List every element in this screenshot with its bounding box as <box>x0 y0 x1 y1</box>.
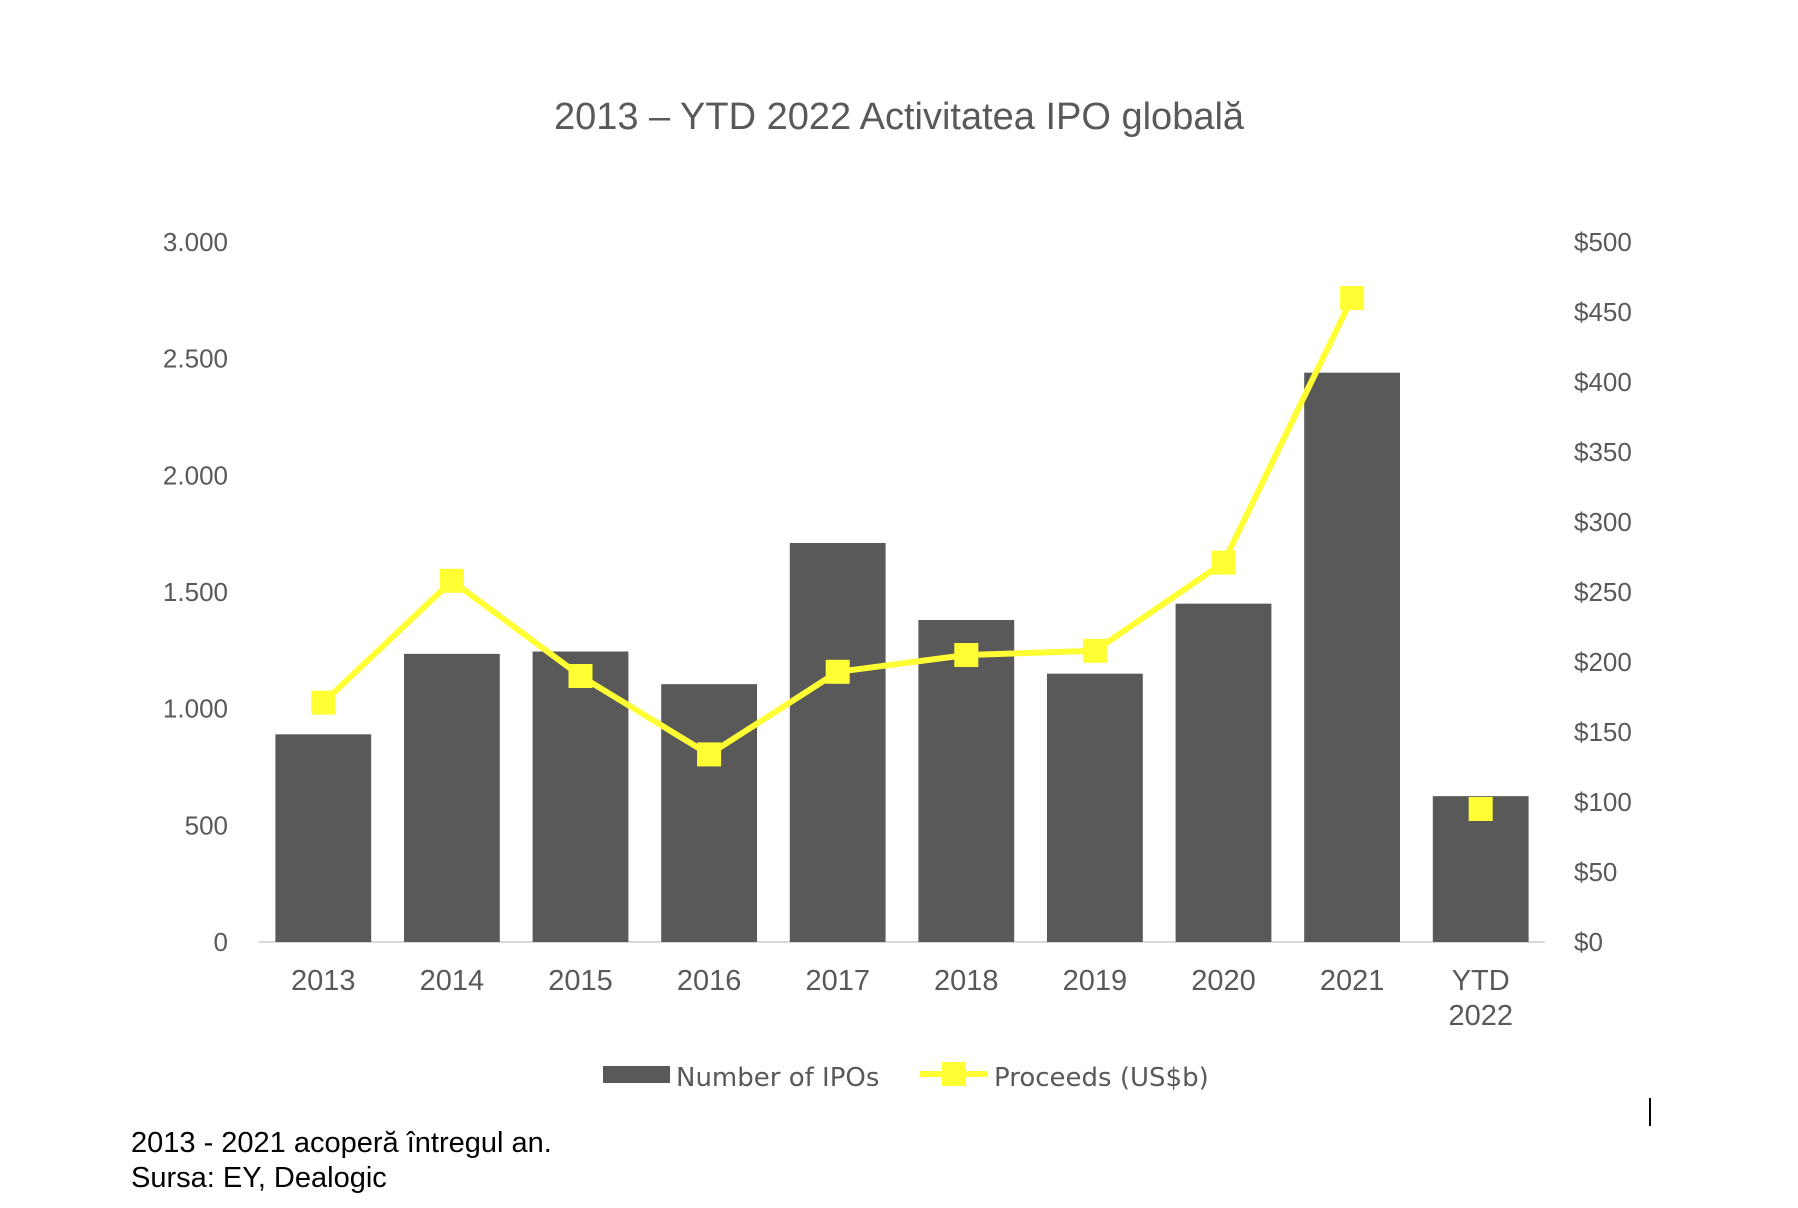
left-axis-tick-label: 1.000 <box>163 694 228 724</box>
proceeds-marker <box>568 664 593 688</box>
bar-number-of-ipos <box>1046 673 1143 942</box>
right-axis-tick-label: $500 <box>1574 227 1632 257</box>
right-axis-tick-label: $100 <box>1574 787 1632 817</box>
x-axis: 2013 2014 2015 2016 2017 2018 2019 2020 2021 YTD 2… <box>291 965 1513 1032</box>
legend-swatch-number-of-ipos <box>603 1066 670 1083</box>
x-axis-tick-label: 2019 <box>1063 965 1128 997</box>
text-cursor <box>1649 1098 1651 1126</box>
proceeds-marker <box>1082 638 1107 663</box>
bar-number-of-ipos <box>1304 372 1401 943</box>
x-axis-tick-label: 2013 <box>291 965 356 997</box>
left-axis-tick-label: 2.500 <box>163 344 228 374</box>
right-axis: $0 $50 $100 $150 $200 $250 $300 $350 $400 $450 $50… <box>1574 227 1632 957</box>
proceeds-marker <box>1340 286 1365 310</box>
x-axis-tick-label: 2021 <box>1320 965 1385 997</box>
right-axis-tick-label: $350 <box>1574 437 1632 467</box>
right-axis-tick-label: $250 <box>1574 577 1632 607</box>
right-axis-tick-label: $300 <box>1574 507 1632 537</box>
proceeds-marker <box>697 742 722 767</box>
proceeds-marker <box>1211 550 1236 575</box>
bar-number-of-ipos <box>532 651 629 942</box>
right-axis-tick-label: $0 <box>1574 927 1603 957</box>
legend: Number of IPOs Proceeds (US$b) <box>603 1062 1209 1093</box>
x-axis-tick-label: 2016 <box>677 965 742 997</box>
coverage-note: 2013 - 2021 acoperă întregul an. <box>131 1127 552 1159</box>
legend-label-number-of-ipos: Number of IPOs <box>676 1063 879 1093</box>
right-axis-tick-label: $200 <box>1574 647 1632 677</box>
left-axis-tick-label: 500 <box>185 810 228 840</box>
x-axis-tick-label: 2020 <box>1191 965 1256 997</box>
bar-number-of-ipos <box>275 734 372 942</box>
x-axis-tick-label: 2015 <box>548 965 613 997</box>
chart-title: 2013 – YTD 2022 Activitatea IPO globală <box>554 96 1245 138</box>
proceeds-marker <box>1468 797 1493 821</box>
x-axis-tick-label: 2018 <box>934 965 999 997</box>
right-axis-tick-label: $150 <box>1574 717 1632 747</box>
bar-number-of-ipos <box>789 543 886 942</box>
right-axis-tick-label: $400 <box>1574 367 1632 397</box>
proceeds-marker <box>825 659 850 684</box>
x-axis-tick-label: 2017 <box>805 965 870 997</box>
left-axis-tick-label: 3.000 <box>163 227 228 257</box>
bar-series-number-of-ipos <box>275 372 1529 943</box>
x-axis-tick-label: 2014 <box>420 965 485 997</box>
legend-marker-proceeds <box>942 1062 966 1086</box>
left-axis-tick-label: 0 <box>214 927 228 957</box>
line-series-proceeds <box>311 286 1493 821</box>
source-note: Sursa: EY, Dealogic <box>131 1162 387 1194</box>
left-axis-tick-label: 2.000 <box>163 460 228 490</box>
left-axis: 0 500 1.000 1.500 2.000 2.500 3.000 <box>163 227 228 957</box>
legend-label-proceeds: Proceeds (US$b) <box>994 1063 1209 1093</box>
proceeds-marker <box>311 690 336 715</box>
proceeds-marker <box>439 568 464 593</box>
right-axis-tick-label: $50 <box>1574 857 1617 887</box>
bar-number-of-ipos <box>661 684 758 942</box>
bar-number-of-ipos <box>918 620 1015 942</box>
x-axis-tick-label: YTD 2022 <box>1448 965 1513 1032</box>
left-axis-tick-label: 1.500 <box>163 577 228 607</box>
right-axis-tick-label: $450 <box>1574 297 1632 327</box>
proceeds-marker <box>954 643 979 667</box>
bar-number-of-ipos <box>403 653 500 942</box>
bar-number-of-ipos <box>1175 603 1272 942</box>
